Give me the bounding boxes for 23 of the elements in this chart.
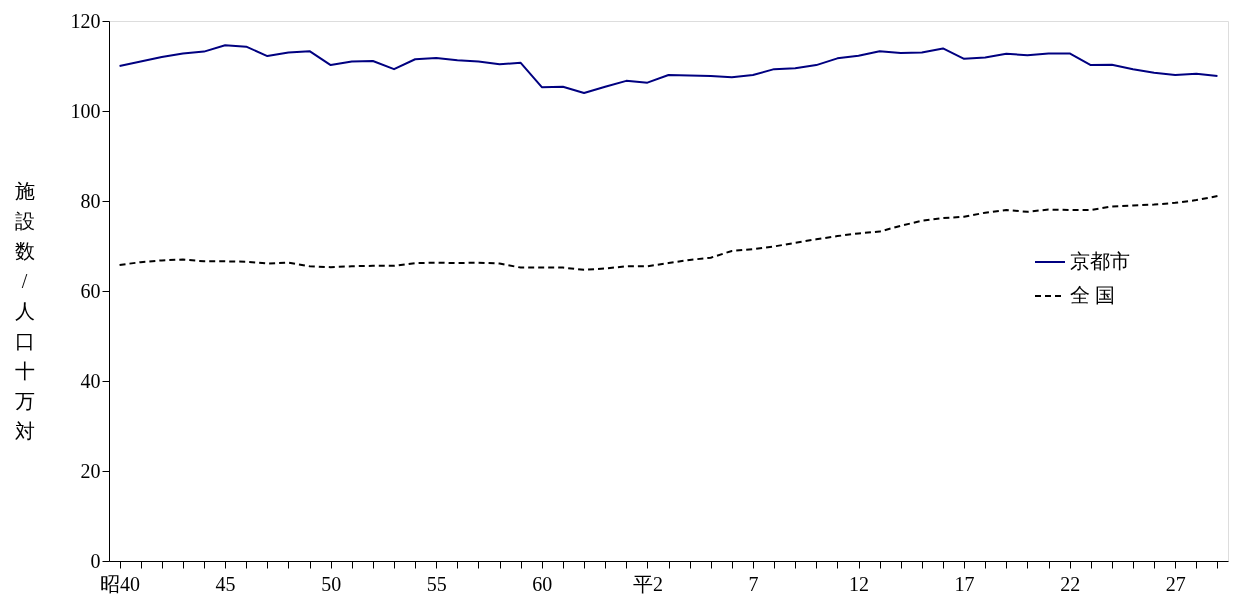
y-tick-label: 0 [90,549,101,572]
line-series [118,44,1219,94]
x-tick-label: 平2 [632,572,663,595]
x-tick-label: 27 [1165,572,1186,595]
text: 施設数/人口十万対 [14,179,35,442]
legend-label: 全 国 [1070,284,1115,306]
y-tick-label: 20 [80,459,101,482]
x-tick-label: 12 [849,572,870,595]
x-tick-label: 45 [215,572,236,595]
x-tick-label: 50 [321,572,342,595]
line-series [118,195,1219,271]
y-tick-label: 40 [80,369,101,392]
y-tick-label: 120 [70,9,101,32]
x-tick-label: 17 [954,572,975,595]
x-tick-label: 昭40 [100,572,141,595]
x-tick-label: 55 [426,572,447,595]
y-tick-label: 80 [80,189,101,212]
x-tick-label: 22 [1060,572,1081,595]
y-tick-label: 60 [80,279,101,302]
legend-label: 京都市 [1070,250,1130,272]
x-tick-label: 7 [748,572,759,595]
x-tick-label: 60 [532,572,553,595]
y-tick-label: 100 [70,99,101,122]
